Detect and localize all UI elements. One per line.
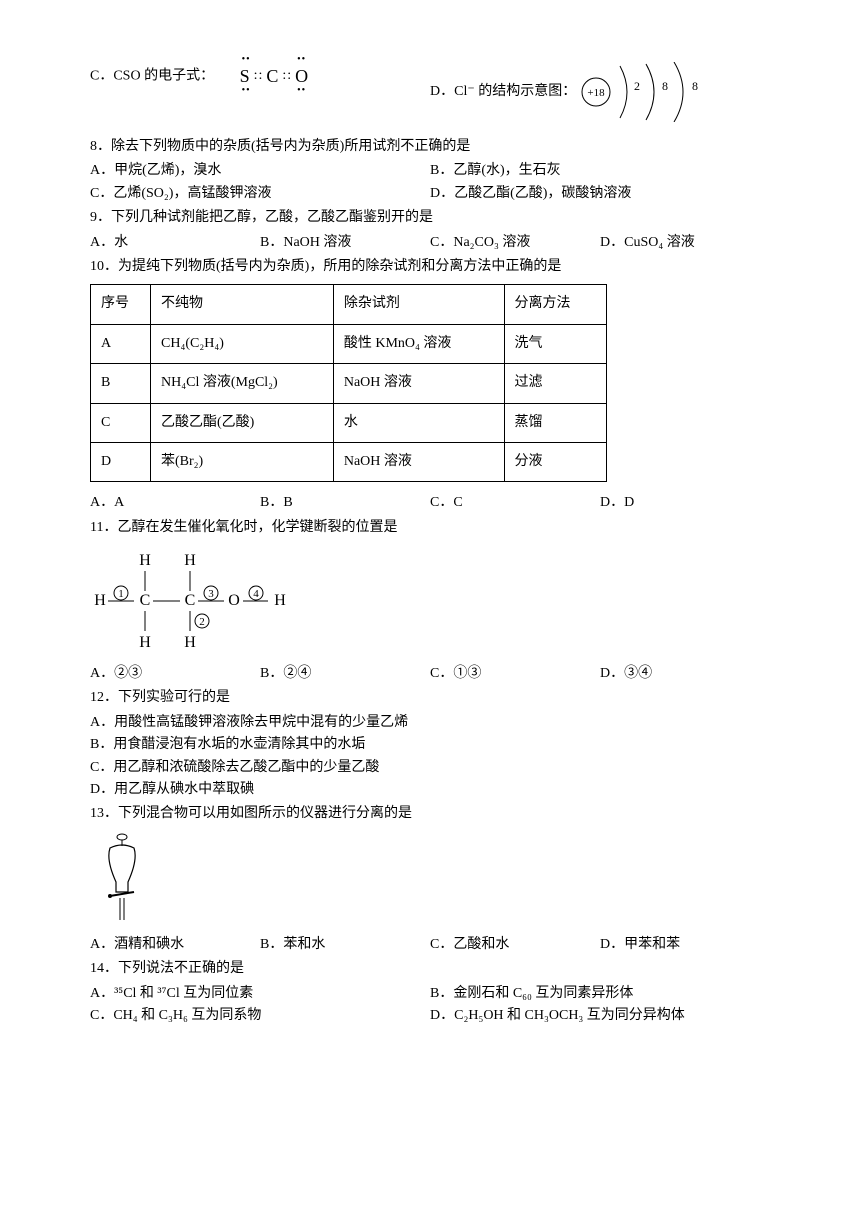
th-0: 序号 (91, 285, 151, 324)
svg-text:H: H (184, 552, 196, 569)
cl-atom-diagram: +18 2 8 8 (576, 62, 706, 122)
svg-text:2: 2 (199, 616, 205, 628)
q7-options-cd: C．CSO 的电子式： S•••• :: C :: O•••• D．Cl⁻ 的结… (90, 62, 770, 122)
q9-D: D．CuSO₄ 溶液 (600, 232, 770, 254)
q8-D: D．乙酸乙酯(乙酸)，碳酸钠溶液 (430, 183, 770, 205)
q7-optC-label: C．CSO 的电子式： (90, 69, 214, 84)
q14-stem: 14．下列说法不正确的是 (90, 958, 770, 980)
q7-option-c: C．CSO 的电子式： S•••• :: C :: O•••• (90, 62, 430, 91)
q10-stem: 10．为提纯下列物质(括号内为杂质)，所用的除杂试剂和分离方法中正确的是 (90, 256, 770, 278)
shell-3: 8 (692, 79, 698, 93)
th-1: 不纯物 (151, 285, 334, 324)
q8-row2: C．乙烯(SO₂)，高锰酸钾溶液 D．乙酸乙酯(乙酸)，碳酸钠溶液 (90, 183, 770, 205)
cell: 过滤 (504, 364, 606, 403)
cell: 蒸馏 (504, 403, 606, 442)
table-row: A CH₄(C₂H₄) 酸性 KMnO₄ 溶液 洗气 (91, 324, 607, 363)
q12-D: D．用乙醇从碘水中萃取碘 (90, 779, 770, 801)
cso-lewis-structure: S•••• :: C :: O•••• (238, 62, 312, 91)
table-header-row: 序号 不纯物 除杂试剂 分离方法 (91, 285, 607, 324)
cell: CH₄(C₂H₄) (151, 324, 334, 363)
svg-text:4: 4 (253, 588, 259, 600)
table-row: C 乙酸乙酯(乙酸) 水 蒸馏 (91, 403, 607, 442)
cell: 乙酸乙酯(乙酸) (151, 403, 334, 442)
q13-C: C．乙酸和水 (430, 934, 600, 956)
q13-stem: 13．下列混合物可以用如图所示的仪器进行分离的是 (90, 803, 770, 825)
q8-row1: A．甲烷(乙烯)，溴水 B．乙醇(水)，生石灰 (90, 160, 770, 182)
svg-text:H: H (184, 634, 196, 651)
q11-stem: 11．乙醇在发生催化氧化时，化学键断裂的位置是 (90, 517, 770, 539)
svg-text:1: 1 (118, 588, 124, 600)
cell: 酸性 KMnO₄ 溶液 (333, 324, 504, 363)
q9-A: A．水 (90, 232, 260, 254)
svg-text:H: H (94, 592, 106, 609)
shell-2: 8 (662, 79, 668, 93)
q9-options: A．水 B．NaOH 溶液 C．Na₂CO₃ 溶液 D．CuSO₄ 溶液 (90, 232, 770, 254)
table-row: D 苯(Br₂) NaOH 溶液 分液 (91, 442, 607, 481)
q11-B: B．②④ (260, 663, 430, 685)
svg-text:C: C (140, 592, 151, 609)
cell: D (91, 442, 151, 481)
ethanol-structure-diagram: H H H 1 C C 3 O 4 H 2 H H (90, 547, 300, 657)
q9-stem: 9．下列几种试剂能把乙醇，乙酸，乙酸乙酯鉴别开的是 (90, 207, 770, 229)
cell: 苯(Br₂) (151, 442, 334, 481)
q7-optD-label: D．Cl⁻ 的结构示意图： (430, 81, 576, 103)
q8-stem: 8．除去下列物质中的杂质(括号内为杂质)所用试剂不正确的是 (90, 136, 770, 158)
svg-text:O: O (228, 592, 240, 609)
cell: 水 (333, 403, 504, 442)
cell: NaOH 溶液 (333, 442, 504, 481)
th-3: 分离方法 (504, 285, 606, 324)
svg-text:H: H (139, 634, 151, 651)
cell: NH₄Cl 溶液(MgCl₂) (151, 364, 334, 403)
q14-C: C．CH₄ 和 C₃H₆ 互为同系物 (90, 1005, 430, 1027)
table-row: B NH₄Cl 溶液(MgCl₂) NaOH 溶液 过滤 (91, 364, 607, 403)
q14-D: D．C₂H₅OH 和 CH₃OCH₃ 互为同分异构体 (430, 1005, 770, 1027)
q11-A: A．②③ (90, 663, 260, 685)
q10-C: C．C (430, 492, 600, 514)
shell-1: 2 (634, 79, 640, 93)
svg-text:H: H (274, 592, 286, 609)
q14-row2: C．CH₄ 和 C₃H₆ 互为同系物 D．C₂H₅OH 和 CH₃OCH₃ 互为… (90, 1005, 770, 1027)
q12-stem: 12．下列实验可行的是 (90, 687, 770, 709)
q14-A: A．³⁵Cl 和 ³⁷Cl 互为同位素 (90, 983, 430, 1005)
q9-B: B．NaOH 溶液 (260, 232, 430, 254)
q8-B: B．乙醇(水)，生石灰 (430, 160, 770, 182)
separating-funnel-icon (100, 830, 150, 930)
q11-D: D．③④ (600, 663, 770, 685)
q9-C: C．Na₂CO₃ 溶液 (430, 232, 600, 254)
q13-D: D．甲苯和苯 (600, 934, 770, 956)
q11-C: C．①③ (430, 663, 600, 685)
q10-table: 序号 不纯物 除杂试剂 分离方法 A CH₄(C₂H₄) 酸性 KMnO₄ 溶液… (90, 284, 607, 482)
q13-A: A．酒精和碘水 (90, 934, 260, 956)
q10-B: B．B (260, 492, 430, 514)
q10-D: D．D (600, 492, 770, 514)
q13-B: B．苯和水 (260, 934, 430, 956)
q14-B: B．金刚石和 C₆₀ 互为同素异形体 (430, 983, 770, 1005)
q12-B: B．用食醋浸泡有水垢的水壶清除其中的水垢 (90, 734, 770, 756)
q11-options: A．②③ B．②④ C．①③ D．③④ (90, 663, 770, 685)
q14-row1: A．³⁵Cl 和 ³⁷Cl 互为同位素 B．金刚石和 C₆₀ 互为同素异形体 (90, 983, 770, 1005)
svg-text:3: 3 (208, 588, 214, 600)
cell: B (91, 364, 151, 403)
cell: 洗气 (504, 324, 606, 363)
nucleus-label: +18 (588, 87, 606, 99)
th-2: 除杂试剂 (333, 285, 504, 324)
q13-options: A．酒精和碘水 B．苯和水 C．乙酸和水 D．甲苯和苯 (90, 934, 770, 956)
q10-options: A．A B．B C．C D．D (90, 492, 770, 514)
q10-A: A．A (90, 492, 260, 514)
svg-text:C: C (185, 592, 196, 609)
svg-text:H: H (139, 552, 151, 569)
cell: A (91, 324, 151, 363)
cell: C (91, 403, 151, 442)
q8-A: A．甲烷(乙烯)，溴水 (90, 160, 430, 182)
cell: NaOH 溶液 (333, 364, 504, 403)
q7-option-d: D．Cl⁻ 的结构示意图： +18 2 8 8 (430, 62, 770, 122)
q8-C: C．乙烯(SO₂)，高锰酸钾溶液 (90, 183, 430, 205)
q12-A: A．用酸性高锰酸钾溶液除去甲烷中混有的少量乙烯 (90, 712, 770, 734)
q12-C: C．用乙醇和浓硫酸除去乙酸乙酯中的少量乙酸 (90, 757, 770, 779)
cell: 分液 (504, 442, 606, 481)
